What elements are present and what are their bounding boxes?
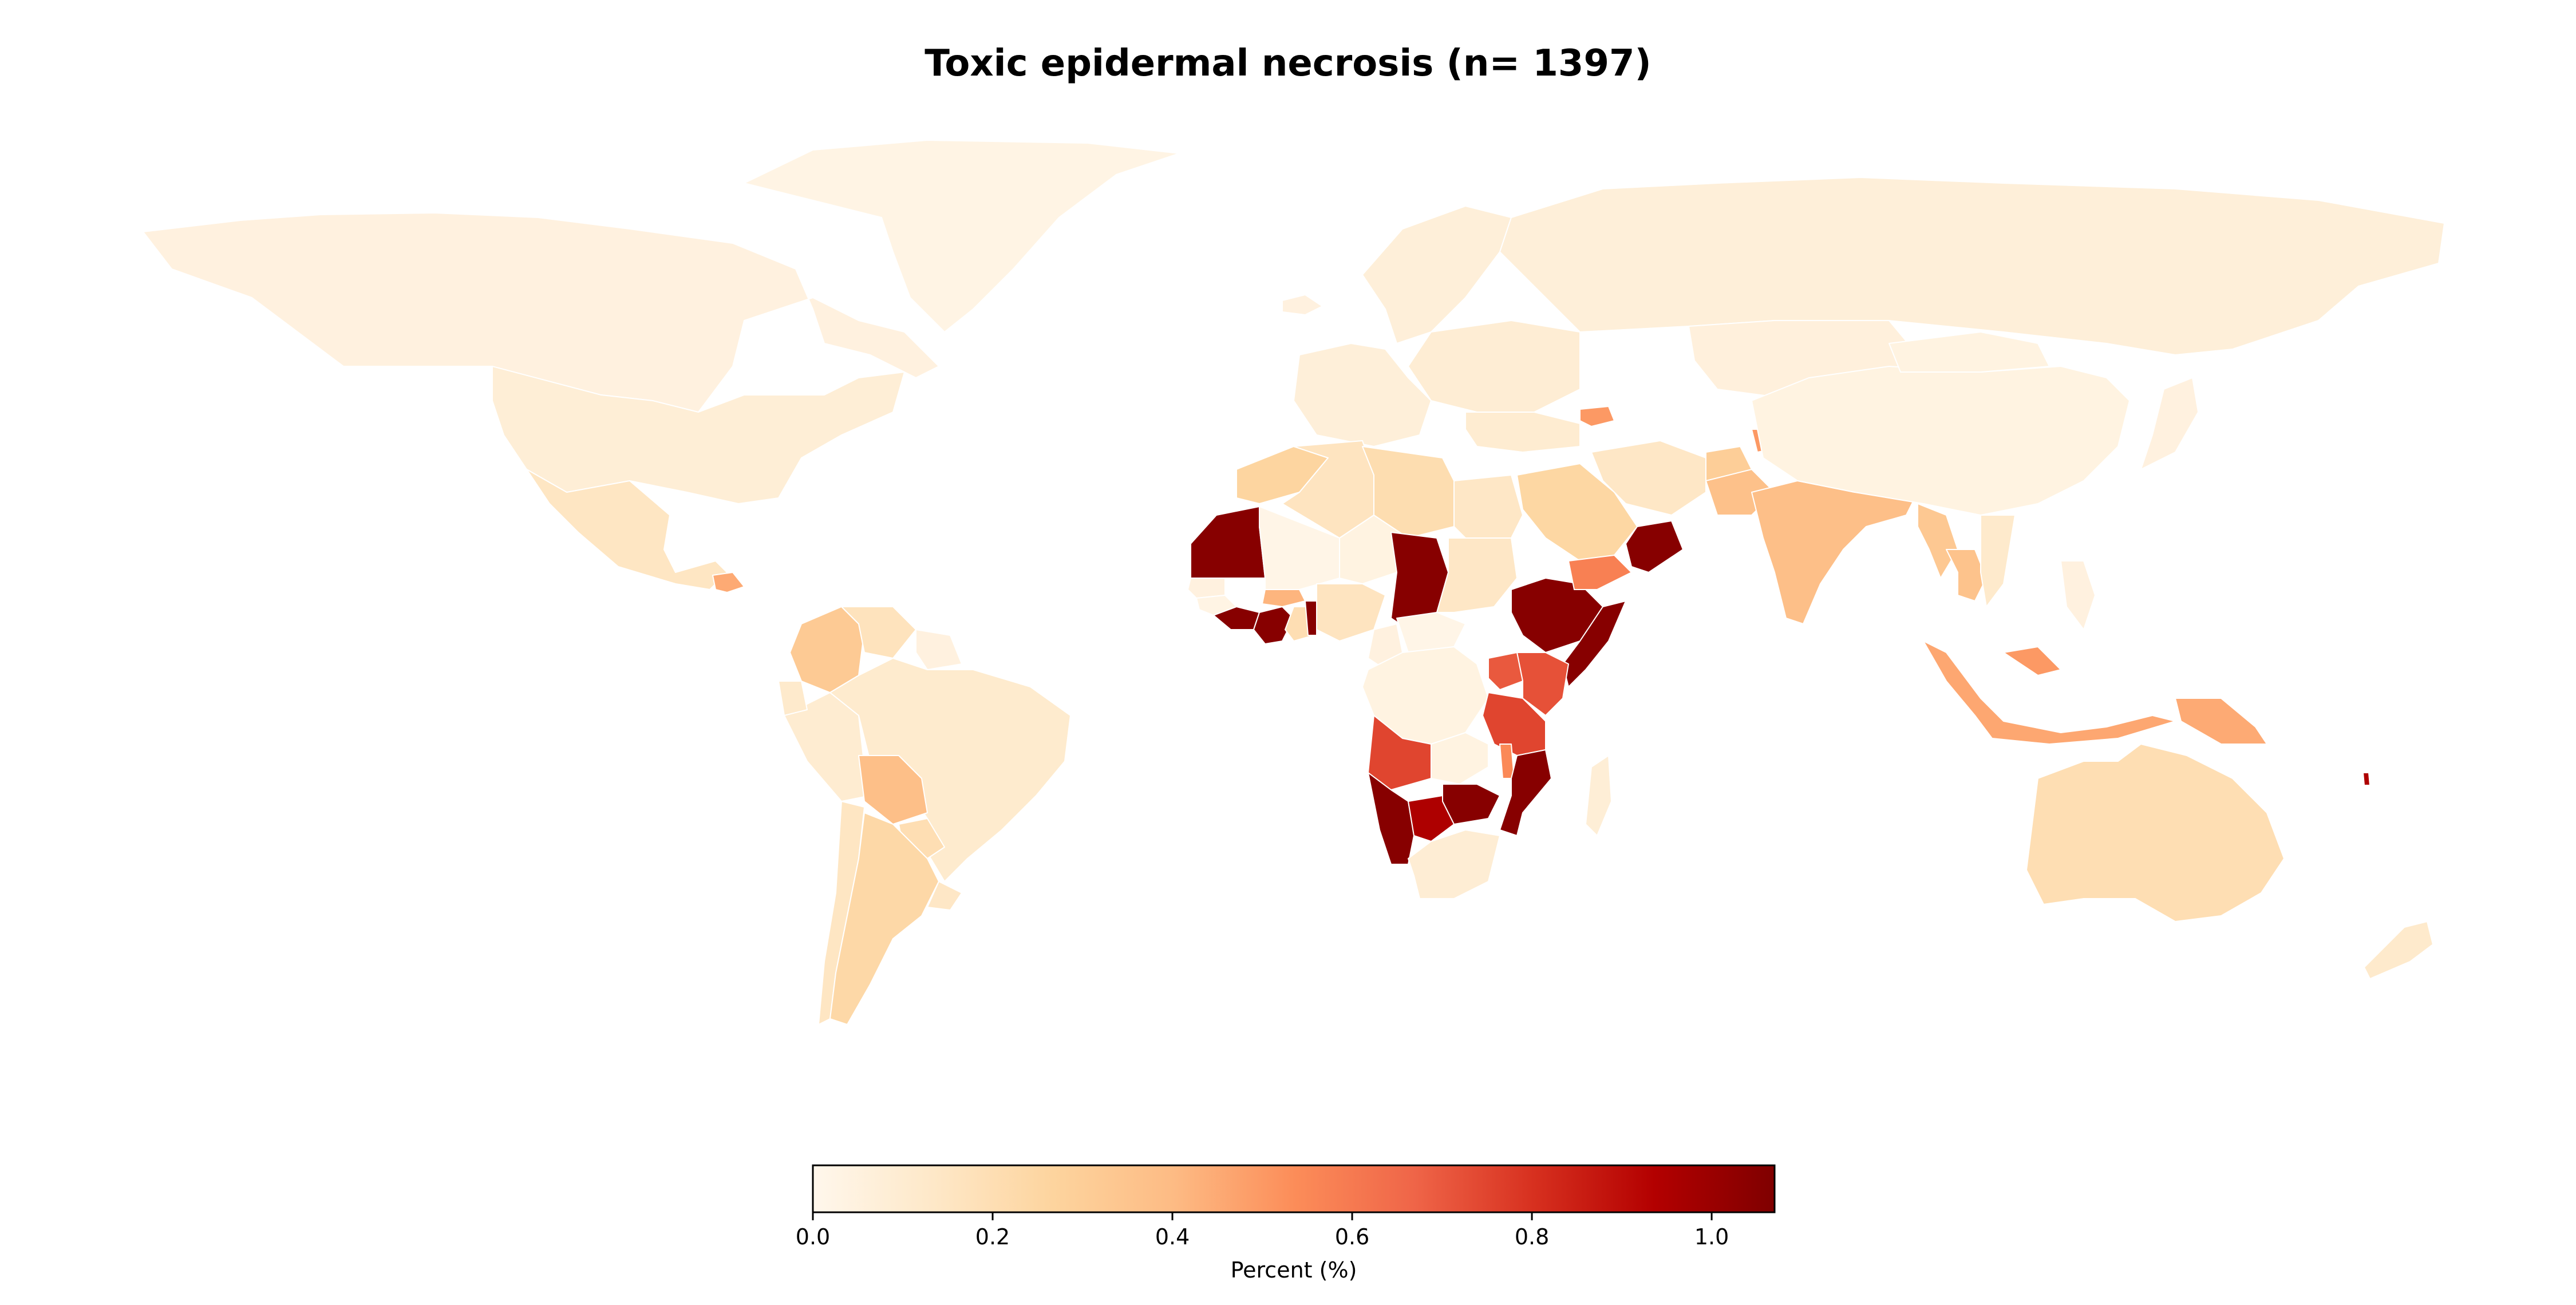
region-burkina-faso xyxy=(1262,589,1306,607)
region-guyana xyxy=(915,629,962,670)
region-zambia xyxy=(1431,732,1489,785)
region-kenya xyxy=(1516,652,1569,716)
region-uganda xyxy=(1488,652,1523,690)
region-sudan xyxy=(1436,537,1518,613)
region-senegal xyxy=(1187,578,1226,599)
colorbar-gradient xyxy=(812,1164,1776,1213)
region-new-zealand xyxy=(2364,921,2433,979)
region-egypt xyxy=(1453,474,1523,539)
region-greenland xyxy=(744,140,1180,333)
world-map xyxy=(143,140,2445,1025)
region-zimbabwe xyxy=(1442,784,1500,825)
chart-title: Toxic epidermal necrosis (n= 1397) xyxy=(924,42,1652,85)
colorbar: 0.0 0.2 0.4 0.6 0.8 1.0 Percent (%) xyxy=(796,1164,1776,1283)
region-papua-new-guinea xyxy=(2175,698,2267,745)
region-namibia xyxy=(1368,772,1415,865)
region-eastern-europe xyxy=(1408,320,1581,413)
colorbar-tick-label: 0.0 xyxy=(796,1224,830,1249)
region-madagascar xyxy=(1585,755,1612,836)
colorbar-tick-label: 0.6 xyxy=(1335,1224,1369,1249)
colorbar-tick-label: 0.2 xyxy=(975,1224,1010,1249)
region-libya xyxy=(1362,446,1455,539)
region-guatemala xyxy=(712,572,745,593)
region-south-africa xyxy=(1408,829,1500,899)
region-togo xyxy=(1305,600,1317,636)
region-vietnam xyxy=(1980,515,2016,607)
region-turkey xyxy=(1465,412,1581,453)
region-canada xyxy=(143,212,939,413)
region-uruguay xyxy=(927,881,962,911)
region-mongolia xyxy=(1888,331,2050,373)
region-mozambique xyxy=(1499,749,1552,836)
region-oman xyxy=(1625,520,1684,573)
region-scandinavia xyxy=(1362,205,1512,344)
region-bolivia xyxy=(858,755,928,825)
region-mexico xyxy=(526,469,728,590)
region-australia xyxy=(2026,744,2285,922)
region-yemen xyxy=(1568,555,1632,590)
colorbar-ticks: 0.0 0.2 0.4 0.6 0.8 1.0 xyxy=(796,1212,1729,1249)
region-russia xyxy=(1499,177,2445,355)
region-botswana xyxy=(1408,795,1455,842)
colorbar-tick-label: 0.8 xyxy=(1515,1224,1549,1249)
region-ecuador xyxy=(778,681,808,716)
colorbar-label: Percent (%) xyxy=(1231,1257,1357,1283)
region-japan xyxy=(2140,377,2199,470)
region-central-african-republic xyxy=(1396,612,1466,653)
region-indonesia xyxy=(1923,640,2176,745)
region-iran xyxy=(1591,440,1706,516)
region-iceland xyxy=(1282,294,1323,315)
region-thailand xyxy=(1946,549,1987,602)
region-pacific-islands xyxy=(2362,772,2370,786)
region-georgia xyxy=(1579,406,1615,427)
region-western-europe xyxy=(1293,343,1432,447)
region-argentina xyxy=(829,812,939,1025)
region-myanmar xyxy=(1917,503,1958,579)
region-malaysia xyxy=(2003,646,2061,676)
colorbar-tick-label: 1.0 xyxy=(1694,1224,1729,1249)
region-philippines xyxy=(2060,560,2096,630)
colorbar-tick-label: 0.4 xyxy=(1155,1224,1190,1249)
